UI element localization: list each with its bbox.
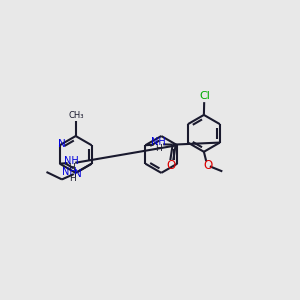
Text: N: N bbox=[58, 139, 65, 149]
Text: CH₃: CH₃ bbox=[68, 111, 84, 120]
Text: N: N bbox=[74, 169, 81, 179]
Text: H: H bbox=[155, 144, 162, 153]
Text: NH: NH bbox=[64, 156, 79, 166]
Text: O: O bbox=[166, 159, 175, 172]
Text: NH: NH bbox=[62, 167, 77, 177]
Text: H: H bbox=[69, 174, 76, 183]
Text: Cl: Cl bbox=[199, 91, 210, 101]
Text: NH: NH bbox=[151, 137, 166, 147]
Text: O: O bbox=[203, 159, 212, 172]
Text: H: H bbox=[68, 163, 75, 172]
